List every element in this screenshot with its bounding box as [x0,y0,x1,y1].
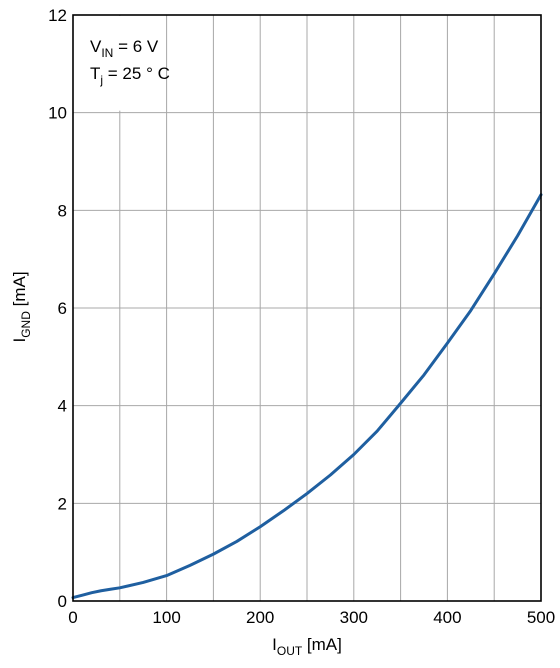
y-tick-label: 4 [58,397,67,416]
tick-labels: 0 100 200 300 400 500 0 2 4 6 8 10 12 [48,6,555,627]
plot-frame [72,14,542,602]
x-tick-label: 0 [68,608,77,627]
y-tick-label: 6 [58,299,67,318]
annotation-box: VIN = 6 V Tj = 25 ° C [74,16,170,111]
x-axis-label: IOUT [mA] [272,635,342,658]
y-tick-label: 0 [58,592,67,611]
x-tick-label: 500 [527,608,555,627]
x-tick-label: 100 [152,608,180,627]
annotation-background [74,16,166,111]
x-tick-label: 200 [246,608,274,627]
y-axis-label: IGND [mA] [10,271,33,342]
y-tick-label: 8 [58,201,67,220]
annotation-vin: VIN = 6 V [90,37,159,60]
y-tick-label: 12 [48,6,67,25]
x-tick-label: 400 [433,608,461,627]
annotation-tj: Tj = 25 ° C [90,64,170,87]
series-line [71,193,543,600]
series-layer [71,193,543,600]
x-tick-label: 300 [340,608,368,627]
y-tick-label: 2 [58,494,67,513]
y-tick-label: 10 [48,104,67,123]
